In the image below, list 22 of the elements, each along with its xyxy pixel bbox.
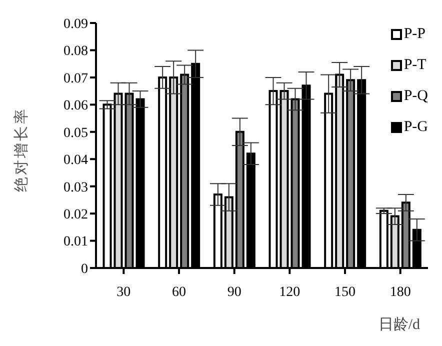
legend-label: P-T [404, 57, 426, 74]
y-tick-label: 0 [81, 262, 88, 277]
y-tick-label: 0.06 [64, 98, 88, 114]
legend-label: P-G [404, 119, 428, 136]
x-tick-label: 60 [172, 284, 186, 300]
y-tick-label: 0.05 [64, 126, 88, 141]
legend-label: P-P [404, 26, 426, 43]
x-tick-label: 90 [227, 284, 242, 300]
y-tick-label: 0.01 [64, 234, 88, 250]
y-tick-label: 0.09 [64, 16, 88, 32]
legend-label: P-Q [404, 88, 428, 105]
x-tick-label: 30 [116, 284, 131, 300]
y-tick-label: 0.08 [64, 44, 88, 60]
y-tick-label: 0.03 [64, 180, 88, 196]
y-tick-label: 0.04 [64, 153, 88, 168]
y-tick-label: 0.07 [64, 71, 88, 86]
x-tick-label: 180 [390, 284, 411, 300]
y-axis-title: 绝对增长率 [12, 109, 30, 192]
x-axis-title: 日龄/d [378, 316, 420, 334]
x-tick-label: 120 [279, 284, 300, 300]
y-tick-label: 0.02 [64, 208, 88, 223]
x-tick-label: 150 [334, 284, 356, 300]
